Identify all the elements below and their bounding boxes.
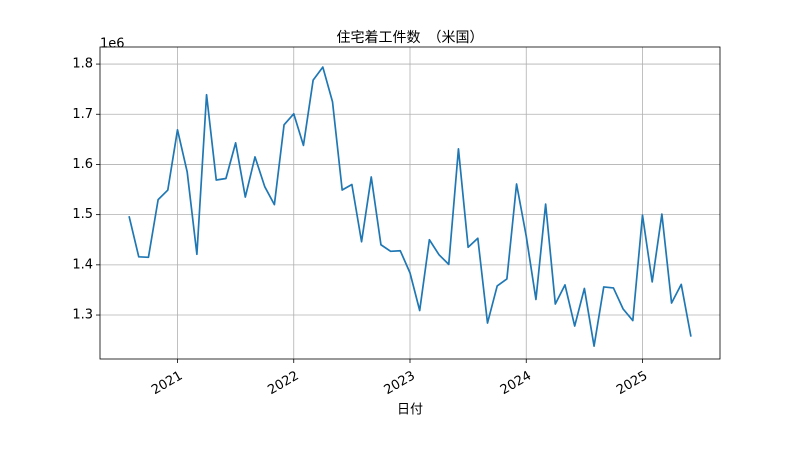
chart-title: 住宅着工件数 （米国） [337, 30, 484, 46]
y-tick-label: 1.6 [72, 157, 93, 172]
x-tick-label: 2023 [382, 369, 418, 399]
x-tick-label: 2025 [614, 369, 650, 399]
y-tick-label: 1.7 [72, 107, 93, 122]
y-tick-label: 1.4 [72, 257, 93, 272]
y-tick-label: 1.3 [72, 308, 93, 323]
plot-frame [99, 46, 721, 360]
x-tick-label: 2022 [265, 369, 301, 399]
y-offset-label: 1e6 [100, 37, 125, 52]
x-tick-label: 2021 [149, 369, 185, 399]
data-line [128, 66, 692, 347]
y-tick-label: 1.5 [72, 207, 93, 222]
x-tick-label: 2024 [498, 369, 534, 399]
y-tick-label: 1.8 [72, 57, 93, 72]
x-axis-label: 日付 [397, 403, 423, 418]
